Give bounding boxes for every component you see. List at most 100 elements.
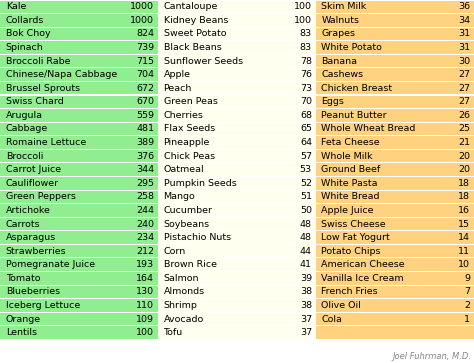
Text: 68: 68 xyxy=(300,111,312,120)
Text: 21: 21 xyxy=(458,138,470,147)
Text: Blueberries: Blueberries xyxy=(6,287,60,296)
Text: Skim Milk: Skim Milk xyxy=(321,2,366,11)
Text: Green Peppers: Green Peppers xyxy=(6,192,75,201)
Text: Almonds: Almonds xyxy=(164,287,205,296)
Text: Iceberg Lettuce: Iceberg Lettuce xyxy=(6,301,80,310)
Text: Cantaloupe: Cantaloupe xyxy=(164,2,218,11)
Bar xyxy=(0,41,158,54)
Bar xyxy=(316,1,474,13)
Text: Pomegranate Juice: Pomegranate Juice xyxy=(6,260,95,269)
Bar xyxy=(0,191,158,203)
Bar xyxy=(158,299,316,312)
Text: 715: 715 xyxy=(136,57,154,66)
Text: 212: 212 xyxy=(136,247,154,256)
Text: Lentils: Lentils xyxy=(6,328,36,337)
Text: Shrimp: Shrimp xyxy=(164,301,197,310)
Bar xyxy=(316,136,474,149)
Text: Sunflower Seeds: Sunflower Seeds xyxy=(164,57,243,66)
Bar xyxy=(0,313,158,325)
Bar xyxy=(0,163,158,176)
Text: Swiss Chard: Swiss Chard xyxy=(6,97,64,106)
Text: 20: 20 xyxy=(458,165,470,174)
Text: Cauliflower: Cauliflower xyxy=(6,179,59,188)
Bar xyxy=(316,69,474,81)
Text: 27: 27 xyxy=(458,84,470,93)
Text: Chick Peas: Chick Peas xyxy=(164,152,215,160)
Text: Salmon: Salmon xyxy=(164,274,199,283)
Bar xyxy=(158,218,316,230)
Bar xyxy=(158,204,316,217)
Text: 739: 739 xyxy=(136,43,154,52)
Bar xyxy=(158,109,316,122)
Text: 26: 26 xyxy=(458,111,470,120)
Bar xyxy=(158,123,316,135)
Text: Cucumber: Cucumber xyxy=(164,206,212,215)
Text: 83: 83 xyxy=(300,29,312,38)
Bar xyxy=(316,313,474,325)
Text: Pumpkin Seeds: Pumpkin Seeds xyxy=(164,179,236,188)
Text: Sweet Potato: Sweet Potato xyxy=(164,29,226,38)
Text: 41: 41 xyxy=(300,260,312,269)
Text: 50: 50 xyxy=(300,206,312,215)
Text: Banana: Banana xyxy=(321,57,357,66)
Bar xyxy=(316,28,474,40)
Text: 20: 20 xyxy=(458,152,470,160)
Text: 31: 31 xyxy=(458,43,470,52)
Bar xyxy=(316,14,474,26)
Bar xyxy=(158,14,316,26)
Text: 11: 11 xyxy=(458,247,470,256)
Text: American Cheese: American Cheese xyxy=(321,260,405,269)
Text: Black Beans: Black Beans xyxy=(164,43,221,52)
Text: 258: 258 xyxy=(136,192,154,201)
Text: 109: 109 xyxy=(136,315,154,323)
Text: 110: 110 xyxy=(136,301,154,310)
Text: 37: 37 xyxy=(300,328,312,337)
Text: 48: 48 xyxy=(300,220,312,228)
Bar xyxy=(158,55,316,68)
Text: 78: 78 xyxy=(300,57,312,66)
Bar xyxy=(158,136,316,149)
Text: 10: 10 xyxy=(458,260,470,269)
Bar xyxy=(158,286,316,298)
Text: 18: 18 xyxy=(458,179,470,188)
Text: Cabbage: Cabbage xyxy=(6,125,48,134)
Text: French Fries: French Fries xyxy=(321,287,378,296)
Text: Ground Beef: Ground Beef xyxy=(321,165,381,174)
Text: Cherries: Cherries xyxy=(164,111,203,120)
Bar xyxy=(316,177,474,189)
Text: Soybeans: Soybeans xyxy=(164,220,210,228)
Text: Brussel Sprouts: Brussel Sprouts xyxy=(6,84,80,93)
Text: Orange: Orange xyxy=(6,315,41,323)
Text: Oatmeal: Oatmeal xyxy=(164,165,204,174)
Text: 2: 2 xyxy=(464,301,470,310)
Text: Eggs: Eggs xyxy=(321,97,344,106)
Text: 193: 193 xyxy=(136,260,154,269)
Text: Broccoli Rabe: Broccoli Rabe xyxy=(6,57,70,66)
Bar xyxy=(158,69,316,81)
Text: 76: 76 xyxy=(300,70,312,79)
Bar xyxy=(0,258,158,271)
Text: Chinese/Napa Cabbage: Chinese/Napa Cabbage xyxy=(6,70,117,79)
Text: Peach: Peach xyxy=(164,84,192,93)
Text: 234: 234 xyxy=(136,233,154,242)
Text: Olive Oil: Olive Oil xyxy=(321,301,361,310)
Bar xyxy=(0,28,158,40)
Text: 70: 70 xyxy=(300,97,312,106)
Bar xyxy=(0,136,158,149)
Bar xyxy=(158,1,316,13)
Text: 100: 100 xyxy=(294,2,312,11)
Text: 100: 100 xyxy=(136,328,154,337)
Text: Mango: Mango xyxy=(164,192,195,201)
Bar xyxy=(316,150,474,162)
Text: 164: 164 xyxy=(136,274,154,283)
Text: 44: 44 xyxy=(300,247,312,256)
Text: Cola: Cola xyxy=(321,315,342,323)
Bar xyxy=(316,258,474,271)
Text: 39: 39 xyxy=(300,274,312,283)
Text: 30: 30 xyxy=(458,57,470,66)
Bar xyxy=(0,245,158,257)
Text: Cashews: Cashews xyxy=(321,70,364,79)
Bar xyxy=(158,245,316,257)
Text: Carrots: Carrots xyxy=(6,220,40,228)
Text: 1000: 1000 xyxy=(130,2,154,11)
